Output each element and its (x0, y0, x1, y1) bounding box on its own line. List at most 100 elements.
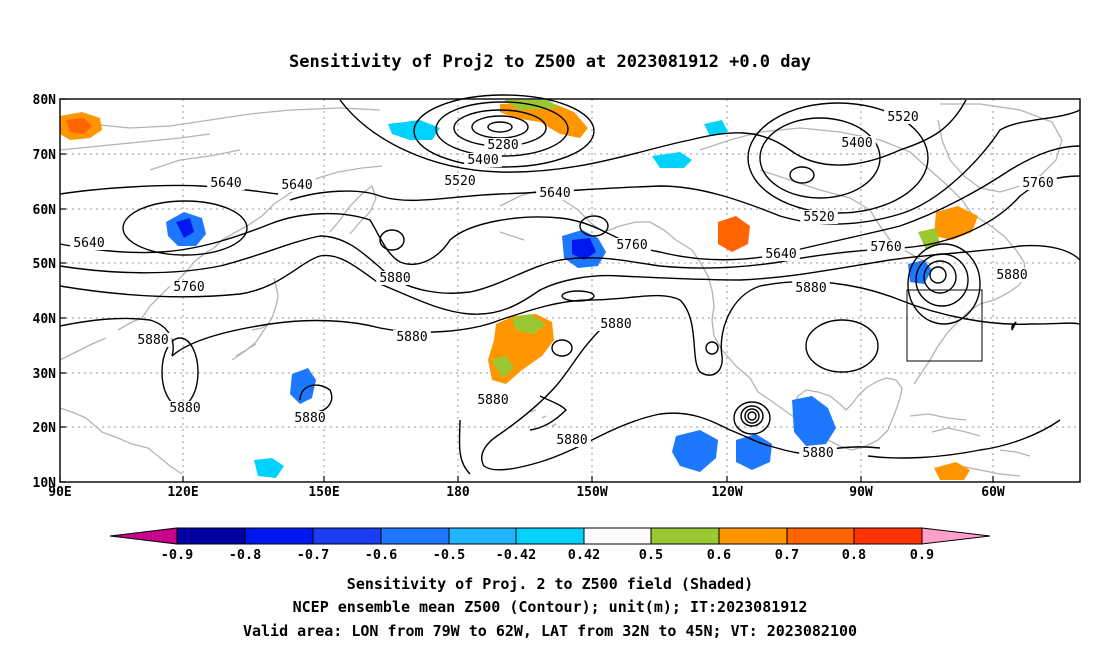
lat-tick-label: 60N (33, 203, 57, 218)
shade-positive (492, 356, 514, 378)
contour-line (171, 280, 1081, 376)
colorbar-label: 0.7 (775, 547, 799, 563)
contour-line (915, 253, 969, 307)
contour-label: 5880 (795, 281, 826, 296)
lat-tick-label: 50N (33, 257, 57, 272)
contour-label: 5280 (487, 138, 518, 153)
contour-label-bg (441, 174, 479, 188)
z500-contours (59, 94, 1081, 475)
colorbar-low-triangle (109, 527, 178, 545)
contour-line (487, 121, 513, 133)
shade-positive (500, 102, 588, 138)
contour-label: 5880 (477, 393, 508, 408)
contour-line (339, 99, 967, 173)
contour-label: 5880 (802, 446, 833, 461)
lat-tick-label: 20N (33, 421, 57, 436)
contour-line (122, 200, 248, 256)
colorbar-swatch (786, 527, 855, 545)
colorbar-swatch (583, 527, 652, 545)
lat-tick-label: 40N (33, 312, 57, 327)
shade-negative (908, 260, 932, 284)
contour-line (1011, 321, 1017, 331)
contour-label-bg (762, 247, 800, 261)
contour-label-bg (792, 281, 830, 295)
shade-negative (254, 458, 284, 478)
shade-negative (736, 434, 772, 470)
contour-line (805, 319, 879, 373)
colorbar-label: 0.5 (639, 547, 663, 563)
contour-line (759, 117, 881, 199)
contour-line (299, 384, 1061, 459)
coast-canada (699, 127, 1027, 385)
contour-line (747, 102, 929, 214)
contour-line (413, 94, 595, 168)
contour-label-bg (474, 393, 512, 407)
lon-tick-label: 60W (981, 485, 1005, 500)
caption-line-2: NCEP ensemble mean Z500 (Contour); unit(… (293, 598, 808, 616)
colorbar-swatch (176, 527, 246, 545)
contour-label: 5640 (73, 236, 104, 251)
contour-label-bg (867, 240, 905, 254)
contour-line (59, 175, 1081, 294)
contour-label-bg (134, 333, 172, 347)
lon-tick-label: 180 (446, 485, 470, 500)
colorbar-swatch (853, 527, 923, 545)
contour-label-bg (993, 268, 1031, 282)
contour-label: 5520 (803, 210, 834, 225)
lon-tick-label: 120W (711, 485, 742, 500)
contour-line (740, 405, 764, 427)
contour-label: 5640 (539, 186, 570, 201)
contour-label: 5640 (210, 176, 241, 191)
contour-label: 5880 (396, 330, 427, 345)
contour-label-bg (70, 236, 108, 250)
contour-label-bg (207, 176, 245, 190)
contour-label: 5880 (600, 317, 631, 332)
contour-line (289, 109, 1081, 225)
colorbar-label: -0.7 (297, 547, 330, 563)
contour-line (551, 339, 573, 357)
colorbar-label: -0.6 (365, 547, 398, 563)
colorbar-high-triangle (921, 527, 991, 545)
colorbar-label: -0.42 (496, 547, 537, 563)
contour-line (705, 341, 719, 355)
contour-label-bg (884, 110, 922, 124)
coast-alaska (499, 189, 853, 451)
contour-label-bg (484, 138, 522, 152)
contour-line (747, 411, 757, 421)
shade-positive (718, 216, 750, 252)
contour-label-bg (464, 153, 502, 167)
shade-positive (934, 206, 978, 240)
contour-label: 5520 (444, 174, 475, 189)
colorbar-swatch (380, 527, 450, 545)
lon-tick-label: 150E (308, 485, 339, 500)
lon-tick-label: 120E (167, 485, 198, 500)
contour-label-bg (278, 178, 316, 192)
colorbar-label: 0.8 (842, 547, 866, 563)
contour-line (59, 145, 1081, 265)
colorbar-label: -0.9 (161, 547, 194, 563)
sensitivity-shading (60, 100, 978, 480)
shade-negative (652, 152, 692, 168)
contour-label: 5400 (841, 136, 872, 151)
contour-line (481, 329, 771, 471)
shade-negative (792, 396, 836, 446)
contour-label: 5760 (616, 238, 647, 253)
contour-line (435, 101, 569, 157)
colorbar-swatch (448, 527, 517, 545)
contour-label: 5640 (281, 178, 312, 193)
contour-line (744, 408, 760, 424)
colorbar-swatch (244, 527, 314, 545)
lon-tick-label: 90E (48, 485, 71, 500)
shade-positive (934, 462, 970, 480)
colorbar-label: 0.9 (910, 547, 934, 563)
caption-line-3: Valid area: LON from 79W to 62W, LAT fro… (243, 622, 857, 640)
contour-label-bg (166, 401, 204, 415)
contour-label-bg (291, 411, 329, 425)
contour-line (923, 260, 957, 294)
colorbar-label: 0.6 (707, 547, 731, 563)
coast-gulf-mexico (793, 377, 903, 451)
contour-line (59, 184, 279, 195)
contour-line (929, 266, 947, 284)
contour-label-bg (838, 136, 876, 150)
